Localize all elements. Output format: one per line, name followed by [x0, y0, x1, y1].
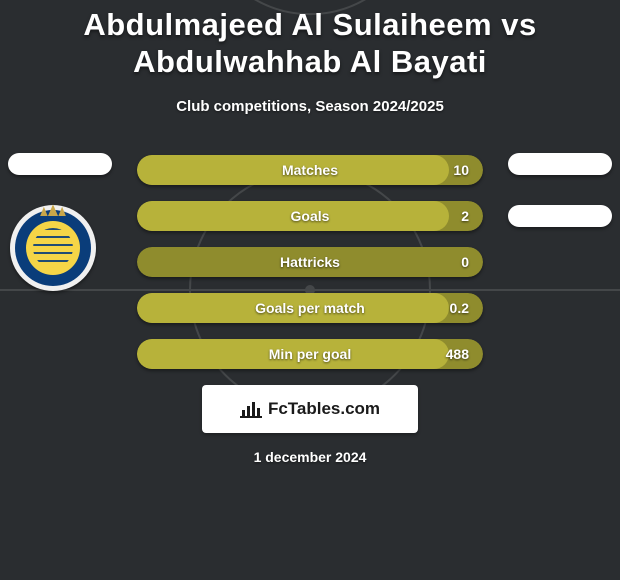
subtitle: Club competitions, Season 2024/2025	[0, 98, 620, 115]
content: Abdulmajeed Al Sulaiheem vs Abdulwahhab …	[0, 0, 620, 465]
date-text: 1 december 2024	[0, 449, 620, 465]
bar-label: Goals	[137, 201, 483, 231]
left-player-column	[8, 153, 112, 291]
right-player-column	[508, 153, 612, 227]
bar-value-right: 488	[446, 339, 469, 369]
page-title: Abdulmajeed Al Sulaiheem vs Abdulwahhab …	[0, 6, 620, 80]
stat-bar: Goals per match0.2	[137, 293, 483, 323]
bar-value-right: 0	[461, 247, 469, 277]
bar-label: Min per goal	[137, 339, 483, 369]
bar-label: Goals per match	[137, 293, 483, 323]
bar-value-right: 10	[453, 155, 469, 185]
stat-bar: Matches10	[137, 155, 483, 185]
left-flag-pill	[8, 153, 112, 175]
right-flag-pill-1	[508, 153, 612, 175]
bar-label: Hattricks	[137, 247, 483, 277]
bar-value-right: 0.2	[450, 293, 469, 323]
comparison-chart: Matches10 Goals2 Hattricks0 Goals per match…	[0, 155, 620, 369]
stat-bar: Min per goal488	[137, 339, 483, 369]
footer-brand-box[interactable]: FcTables.com	[202, 385, 418, 433]
left-club-badge	[10, 205, 96, 291]
chart-icon	[240, 400, 262, 418]
right-flag-pill-2	[508, 205, 612, 227]
stat-bar: Hattricks0	[137, 247, 483, 277]
stat-bars: Matches10 Goals2 Hattricks0 Goals per match…	[137, 155, 483, 369]
bar-label: Matches	[137, 155, 483, 185]
footer-brand-text: FcTables.com	[268, 399, 380, 419]
stat-bar: Goals2	[137, 201, 483, 231]
bar-value-right: 2	[461, 201, 469, 231]
